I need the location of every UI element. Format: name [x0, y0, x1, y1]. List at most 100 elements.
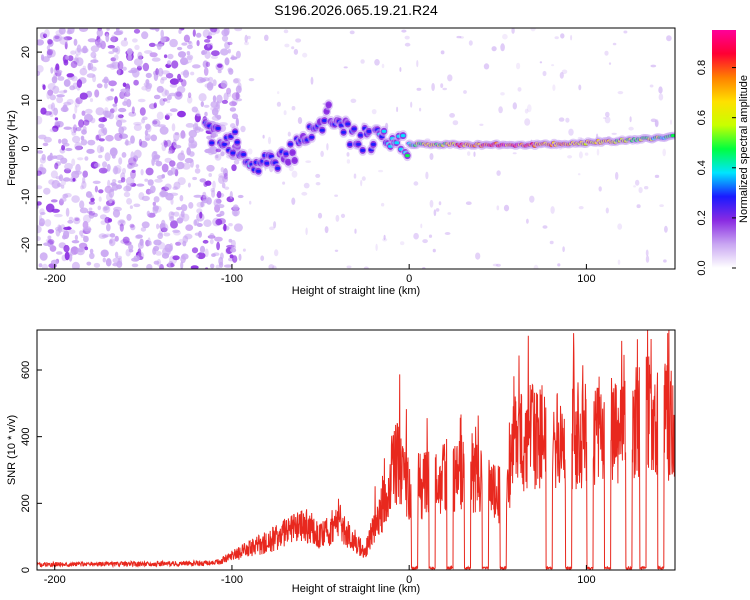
spectrogram-noise-cell [101, 234, 109, 238]
spectrogram-noise-cell [526, 218, 529, 224]
spectrogram-noise-cell [51, 179, 61, 189]
spectrogram-noise-cell [144, 133, 151, 141]
spectrogram-noise-cell [145, 82, 153, 90]
spectrogram-noise-cell [161, 163, 169, 173]
spectrogram-noise-cell [663, 259, 667, 263]
spectrogram-noise-cell [552, 84, 556, 91]
spectrogram-noise-cell [151, 57, 161, 62]
spectrogram-noise-cell [108, 80, 117, 87]
spectrogram-noise-cell [157, 124, 166, 128]
spectrogram-noise-cell [274, 249, 279, 257]
spectrogram-noise-cell [84, 156, 89, 161]
spectrogram-noise-cell [267, 136, 272, 145]
spectrogram-noise-cell [287, 131, 291, 137]
spectrogram-noise-cell [46, 91, 51, 100]
spectrogram-noise-cell [219, 261, 224, 268]
spectrogram-noise-cell [654, 174, 660, 178]
spectrogram-noise-cell [106, 28, 110, 31]
spectrogram-ridge-peak [290, 151, 295, 155]
spectrogram-noise-cell [512, 102, 517, 110]
spectrogram-noise-cell [108, 51, 115, 55]
spectrogram-noise-cell [77, 157, 84, 161]
spectrogram-noise-cell [658, 86, 663, 94]
spectrogram-noise-cell [98, 154, 103, 159]
spectrogram-noise-cell [227, 41, 233, 46]
spectrogram-noise-cell [137, 248, 142, 256]
spectrogram-noise-cell [231, 54, 235, 61]
spectrogram-noise-cell [181, 213, 190, 222]
spectrogram-noise-cell [67, 219, 74, 224]
spectrogram-noise-cell [166, 94, 172, 101]
snr-series-line [37, 330, 675, 570]
spectrogram-noise-cell [118, 157, 123, 165]
spectrogram-noise-cell [62, 234, 67, 240]
spectrogram-ridge-peak [256, 169, 261, 173]
spectrogram-noise-cell [549, 240, 554, 245]
spectrogram-noise-cell [107, 45, 116, 49]
spectrogram-noise-cell [228, 238, 233, 243]
spectrogram-noise-cell [54, 35, 60, 40]
spectrogram-noise-cell [181, 42, 188, 46]
spectrogram-noise-cell [82, 125, 87, 132]
spectrogram-noise-cell [560, 33, 565, 39]
spectrogram-noise-cell [542, 225, 548, 229]
spectrogram-noise-cell [190, 71, 195, 76]
spectrogram-noise-cell [37, 70, 41, 77]
spectrogram-noise-cell [216, 190, 222, 199]
spectrogram-noise-cell [133, 58, 143, 66]
spectrogram-noise-cell [122, 167, 126, 175]
spectrogram-noise-cell [413, 181, 419, 186]
spectrogram-noise-cell [187, 40, 192, 44]
spectrogram-noise-cell [115, 113, 123, 122]
spectrogram-noise-cell [87, 38, 97, 43]
spectrogram-noise-cell [429, 153, 434, 160]
spectrogram-noise-cell [63, 79, 71, 87]
spectrogram-noise-cell [315, 182, 321, 186]
spectrogram-noise-cell [73, 124, 77, 133]
spectrogram-noise-cell [122, 66, 127, 71]
snr-y-axis: 0 200 400 600 [20, 361, 42, 573]
spectrogram-noise-cell [120, 39, 129, 47]
spectrogram-noise-cell [603, 117, 607, 119]
spectrogram-noise-cell [142, 62, 150, 72]
spectrogram-noise-cell [90, 59, 99, 63]
spectrogram-ridge-peak [345, 122, 351, 126]
spectrogram-noise-cell [54, 117, 59, 121]
spectrogram-noise-cell [128, 244, 134, 251]
spectrogram-noise-cell [183, 34, 190, 43]
spectrogram-noise-cell [180, 261, 184, 269]
spectrogram-noise-cell [73, 216, 81, 225]
spectrogram-noise-cell [137, 51, 143, 60]
spectrogram-ridge-peak [222, 142, 227, 146]
spectrogram-noise-cell [101, 127, 105, 134]
spectrogram-noise-cell [105, 96, 110, 102]
spectrogram-noise-cell [79, 28, 88, 32]
spectrogram-noise-cell [163, 54, 168, 59]
spectrogram-noise-cell [248, 78, 255, 82]
spectrogram-noise-cell [282, 181, 286, 185]
spectrogram-noise-cell [203, 104, 210, 108]
spectrogram-noise-cell [111, 183, 119, 191]
spectrogram-noise-cell [212, 180, 216, 190]
spectrogram-noise-cell [199, 245, 206, 254]
spectrogram-y-tick-label: -20 [20, 237, 32, 253]
spectrogram-noise-cell [65, 147, 73, 152]
spectrogram-noise-cell [196, 113, 201, 117]
spectrogram-noise-cell [346, 159, 351, 164]
spectrogram-noise-cell [163, 232, 171, 237]
spectrogram-noise-cell [269, 226, 275, 231]
spectrogram-noise-cell [176, 217, 184, 224]
spectrogram-noise-cell [231, 244, 236, 250]
spectrogram-noise-cell [111, 34, 116, 43]
spectrogram-noise-cell [181, 253, 189, 260]
spectrogram-noise-cell [207, 146, 215, 156]
spectrogram-ridge-peak [292, 158, 298, 163]
spectrogram-noise-cell [244, 34, 248, 43]
spectrogram-noise-cell [375, 243, 378, 251]
spectrogram-noise-cell [429, 199, 434, 208]
spectrogram-noise-cell [353, 173, 357, 179]
spectrogram-noise-cell [452, 120, 459, 126]
spectrogram-noise-cell [438, 201, 442, 206]
spectrogram-noise-cell [79, 92, 88, 100]
